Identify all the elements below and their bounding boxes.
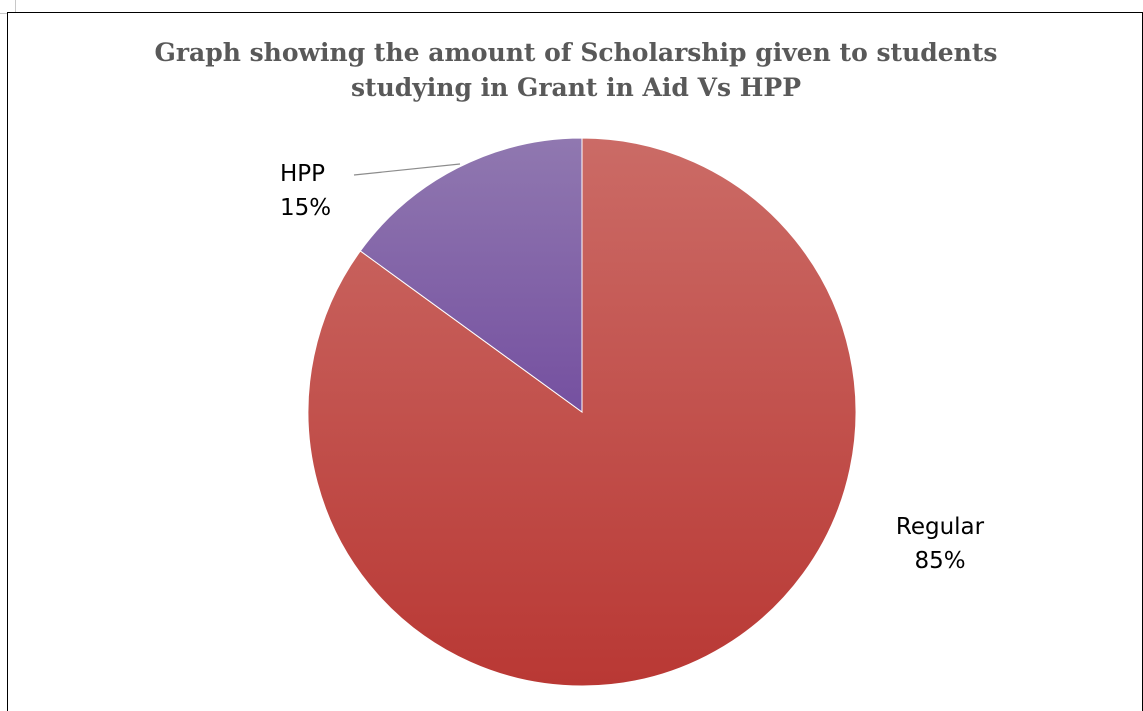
chart-title-line-2: studying in Grant in Aid Vs HPP xyxy=(350,73,802,102)
chart-area[interactable]: Graph showing the amount of Scholarship … xyxy=(7,12,1143,711)
pie-slice-hpp[interactable] xyxy=(359,137,583,413)
slice-label-hpp-value: 15% xyxy=(280,195,331,221)
slice-label-regular-value: 85% xyxy=(914,548,965,574)
hpp-leader-line xyxy=(353,163,461,176)
chart-title: Graph showing the amount of Scholarship … xyxy=(8,35,1143,105)
chart-title-line-1: Graph showing the amount of Scholarship … xyxy=(154,38,998,67)
pie-chart: HPP 15% Regular 85% xyxy=(280,137,985,687)
pie-slices xyxy=(307,137,857,687)
slice-label-regular-category: Regular xyxy=(896,514,985,540)
slice-label-hpp-category: HPP xyxy=(280,161,325,187)
